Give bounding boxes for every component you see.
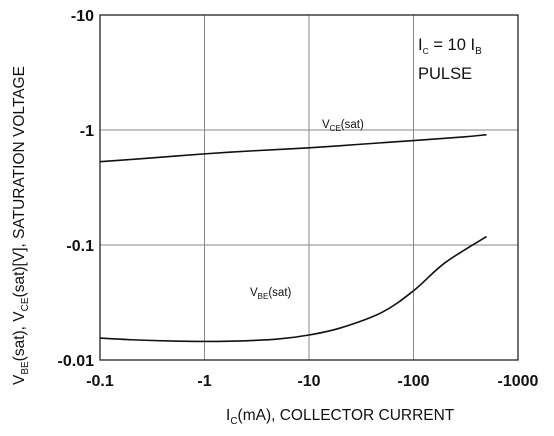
grid bbox=[100, 15, 518, 360]
annotation-line-1: IC = 10 IB bbox=[418, 36, 482, 57]
series-label-be: VBE(sat) bbox=[250, 287, 292, 301]
series-line-ce bbox=[99, 133, 487, 163]
series-line-be bbox=[99, 235, 487, 343]
x-axis-title: IC(mA), COLLECTOR CURRENT bbox=[226, 407, 455, 427]
x-tick-label: -10 bbox=[297, 373, 320, 390]
y-tick-label: -1 bbox=[80, 123, 94, 140]
x-tick-label: -1 bbox=[197, 373, 211, 390]
annotation-line-2: PULSE bbox=[418, 65, 472, 83]
y-tick-label: -0.1 bbox=[66, 238, 94, 255]
plot-frame bbox=[99, 14, 519, 361]
y-tick-label: -10 bbox=[71, 8, 94, 25]
y-axis-title: VBE(sat), VCE(sat)[V], SATURATION VOLTAG… bbox=[11, 66, 31, 385]
x-tick-label: -100 bbox=[397, 373, 429, 390]
curves: VCE(sat) VBE(sat) bbox=[99, 119, 487, 343]
x-tick-label: -0.1 bbox=[86, 373, 114, 390]
x-tick-labels: -0.1 -1 -10 -100 -1000 bbox=[86, 373, 538, 390]
y-tick-labels: -0.01 -0.1 -1 -10 bbox=[58, 8, 95, 370]
y-tick-label: -0.01 bbox=[58, 353, 95, 370]
x-tick-label: -1000 bbox=[498, 373, 539, 390]
series-label-ce: VCE(sat) bbox=[322, 119, 364, 133]
